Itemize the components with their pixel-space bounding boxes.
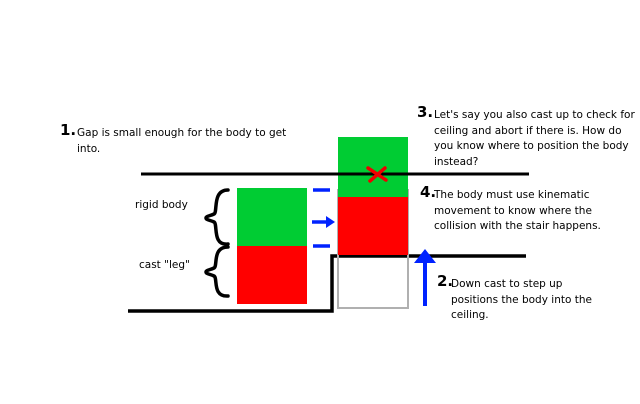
note-1: 1. Gap is small enough for the body to g… [60, 121, 300, 157]
note-3-text: Let's say you also cast up to check for … [434, 109, 635, 168]
note-2-number: 2. [437, 272, 454, 290]
note-4: 4. The body must use kinematic movement … [420, 183, 620, 235]
note-2-text: Down cast to step up positions the body … [451, 278, 592, 321]
blue-up-arrow-icon [414, 249, 436, 306]
note-1-text: Gap is small enough for the body to get … [77, 127, 287, 155]
stepped-body-green-block [338, 137, 408, 197]
cast-leg-brace [204, 245, 230, 298]
rigid-body-block [237, 188, 307, 246]
cast-leg-block [237, 246, 307, 304]
note-3: 3. Let's say you also cast up to check f… [417, 103, 639, 170]
note-3-number: 3. [417, 103, 434, 121]
note-4-text: The body must use kinematic movement to … [434, 189, 601, 232]
stepped-body-red-block [338, 197, 408, 255]
cast-leg-label: cast "leg" [139, 259, 190, 271]
ceiling-collision-cross-icon [366, 166, 388, 183]
rigid-body-label: rigid body [135, 199, 188, 211]
blue-right-arrow-icon [312, 216, 335, 228]
note-4-number: 4. [420, 183, 437, 201]
note-2: 2. Down cast to step up positions the bo… [437, 272, 627, 324]
rigid-body-brace [204, 188, 230, 246]
note-1-number: 1. [60, 121, 77, 139]
